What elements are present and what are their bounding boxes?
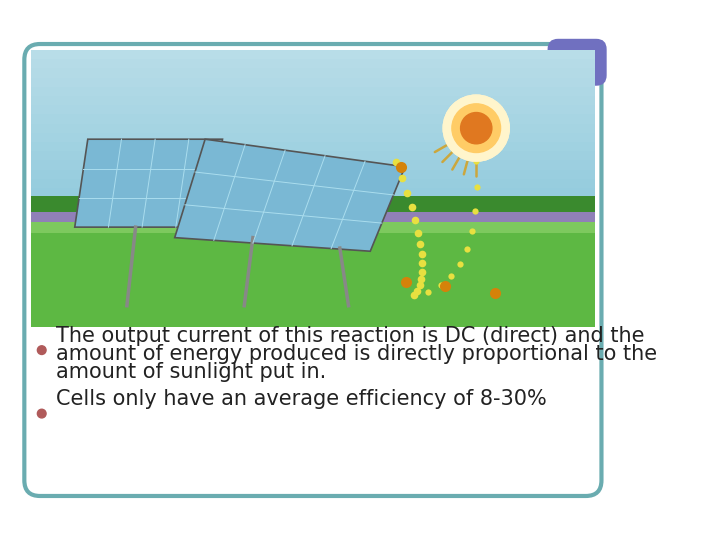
Bar (31, 114, 595, 125)
Bar (31, 69, 595, 78)
Point (416, 267, 428, 276)
Point (466, 227, 477, 235)
Circle shape (452, 104, 500, 152)
Text: amount of sunlight put in.: amount of sunlight put in. (55, 362, 326, 382)
Point (390, 158, 402, 167)
Bar (31, 87, 595, 97)
Bar (31, 252, 595, 262)
Bar (31, 225, 595, 235)
Point (406, 203, 418, 212)
Point (415, 239, 426, 248)
Bar (31, 151, 595, 161)
Point (412, 286, 423, 295)
Bar (31, 234, 595, 244)
Point (416, 249, 428, 258)
Circle shape (452, 104, 500, 152)
Point (446, 272, 457, 280)
Bar (31, 133, 595, 143)
Bar (31, 202, 595, 222)
Text: Cells only have an average efficiency of 8-30%: Cells only have an average efficiency of… (55, 389, 546, 409)
Bar (31, 59, 595, 69)
Circle shape (37, 346, 46, 354)
Point (400, 278, 411, 287)
Point (435, 281, 446, 289)
Circle shape (444, 95, 509, 161)
Bar (31, 289, 595, 299)
Point (408, 291, 420, 300)
Point (469, 206, 481, 215)
Text: amount of energy produced is directly proportional to the: amount of energy produced is directly pr… (55, 344, 657, 364)
Bar (31, 195, 595, 212)
Circle shape (37, 409, 46, 418)
Point (423, 287, 434, 296)
Point (415, 274, 427, 283)
Bar (31, 179, 595, 189)
Point (470, 157, 482, 166)
Point (397, 174, 408, 183)
Point (408, 291, 420, 300)
Bar (31, 222, 595, 327)
Bar (31, 142, 595, 152)
Bar (31, 50, 595, 60)
Bar (31, 222, 595, 233)
Point (471, 183, 482, 192)
Bar (31, 160, 595, 171)
Polygon shape (175, 139, 405, 251)
Bar (31, 188, 595, 198)
Bar (31, 96, 595, 106)
Polygon shape (75, 139, 222, 227)
Point (410, 216, 421, 225)
Bar (31, 316, 595, 327)
Bar (31, 105, 595, 116)
Bar (31, 307, 595, 318)
FancyBboxPatch shape (24, 44, 601, 496)
Point (440, 282, 451, 291)
Text: The output current of this reaction is DC (direct) and the: The output current of this reaction is D… (55, 326, 644, 346)
Bar (31, 271, 595, 281)
Bar (31, 197, 595, 207)
FancyBboxPatch shape (548, 39, 607, 86)
Point (417, 259, 428, 267)
Bar (31, 280, 595, 290)
Point (414, 281, 426, 289)
Circle shape (444, 95, 509, 161)
Circle shape (461, 112, 492, 144)
Bar (31, 261, 595, 272)
Bar (31, 170, 595, 180)
Bar (31, 78, 595, 87)
Bar (31, 215, 595, 226)
Bar (31, 243, 595, 253)
Point (454, 259, 466, 268)
Bar (31, 206, 595, 217)
Point (402, 189, 413, 198)
Point (395, 163, 407, 171)
Point (461, 245, 472, 253)
Point (413, 228, 424, 237)
Bar (31, 298, 595, 308)
Point (474, 144, 486, 152)
Bar (31, 124, 595, 134)
Point (489, 289, 500, 298)
Circle shape (461, 112, 492, 144)
